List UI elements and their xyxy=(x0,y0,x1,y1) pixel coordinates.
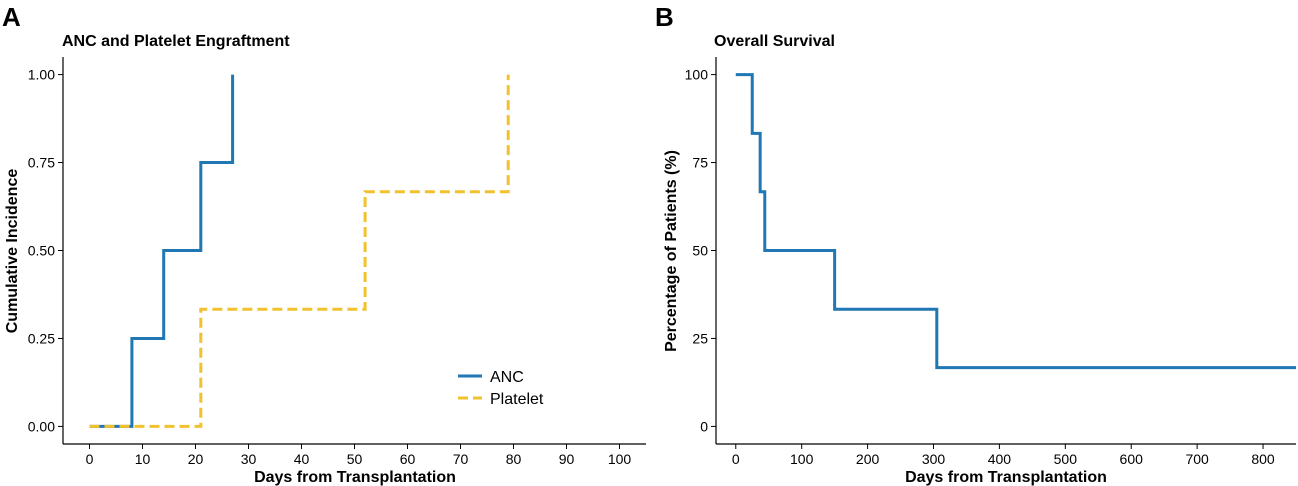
chart-a-title: ANC and Platelet Engraftment xyxy=(62,33,290,50)
panel-b-label: B xyxy=(655,2,674,32)
y-tick-label: 0.00 xyxy=(28,418,55,434)
panel-a-label: A xyxy=(2,2,21,32)
chart-a-legend: ANC Platelet xyxy=(458,369,544,408)
y-tick-label: 0.25 xyxy=(28,330,55,346)
chart-b-xlabel: Days from Transplantation xyxy=(905,469,1107,486)
x-tick-label: 0 xyxy=(732,451,740,467)
y-tick-label: 0 xyxy=(700,418,708,434)
x-tick-label: 300 xyxy=(922,451,946,467)
x-tick-label: 70 xyxy=(453,451,469,467)
x-tick-label: 20 xyxy=(188,451,204,467)
legend-anc-label: ANC xyxy=(490,369,524,386)
chart-b-title: Overall Survival xyxy=(714,33,835,50)
legend-platelet-label: Platelet xyxy=(490,391,544,408)
x-tick-label: 600 xyxy=(1120,451,1144,467)
x-tick-label: 700 xyxy=(1185,451,1209,467)
y-tick-label: 100 xyxy=(685,67,709,83)
y-tick-label: 75 xyxy=(692,155,708,171)
chart-a-plot: 0 10 20 30 40 50 60 70 80 90 100 0.00 0.25 0.50 0.75 1.… xyxy=(28,57,646,467)
x-tick-label: 10 xyxy=(135,451,151,467)
y-tick-label: 0.75 xyxy=(28,155,55,171)
series-line-platelet xyxy=(89,74,510,428)
chart-b-plot: 0 100 200 300 400 500 600 700 800 0 25 50 75 100 xyxy=(685,57,1296,467)
x-tick-label: 800 xyxy=(1251,451,1275,467)
x-tick-label: 200 xyxy=(856,451,880,467)
x-tick-label: 40 xyxy=(294,451,310,467)
x-tick-label: 80 xyxy=(506,451,522,467)
chart-a-xlabel: Days from Transplantation xyxy=(254,469,456,486)
x-tick-label: 50 xyxy=(347,451,363,467)
x-tick-label: 90 xyxy=(559,451,575,467)
series-line-overall-survival xyxy=(735,73,1296,370)
x-tick-label: 500 xyxy=(1054,451,1078,467)
x-tick-label: 100 xyxy=(608,451,632,467)
x-tick-label: 60 xyxy=(400,451,416,467)
x-tick-label: 30 xyxy=(241,451,257,467)
chart-b-ylabel: Percentage of Patients (%) xyxy=(663,150,680,352)
y-tick-label: 25 xyxy=(692,330,708,346)
x-tick-label: 0 xyxy=(86,451,94,467)
y-tick-label: 50 xyxy=(692,243,708,259)
y-tick-label: 0.50 xyxy=(28,243,55,259)
chart-a-ylabel: Cumulative Incidence xyxy=(4,169,21,334)
series-line-anc xyxy=(89,74,235,428)
y-tick-label: 1.00 xyxy=(28,67,55,83)
x-tick-label: 100 xyxy=(790,451,814,467)
x-tick-label: 400 xyxy=(988,451,1012,467)
